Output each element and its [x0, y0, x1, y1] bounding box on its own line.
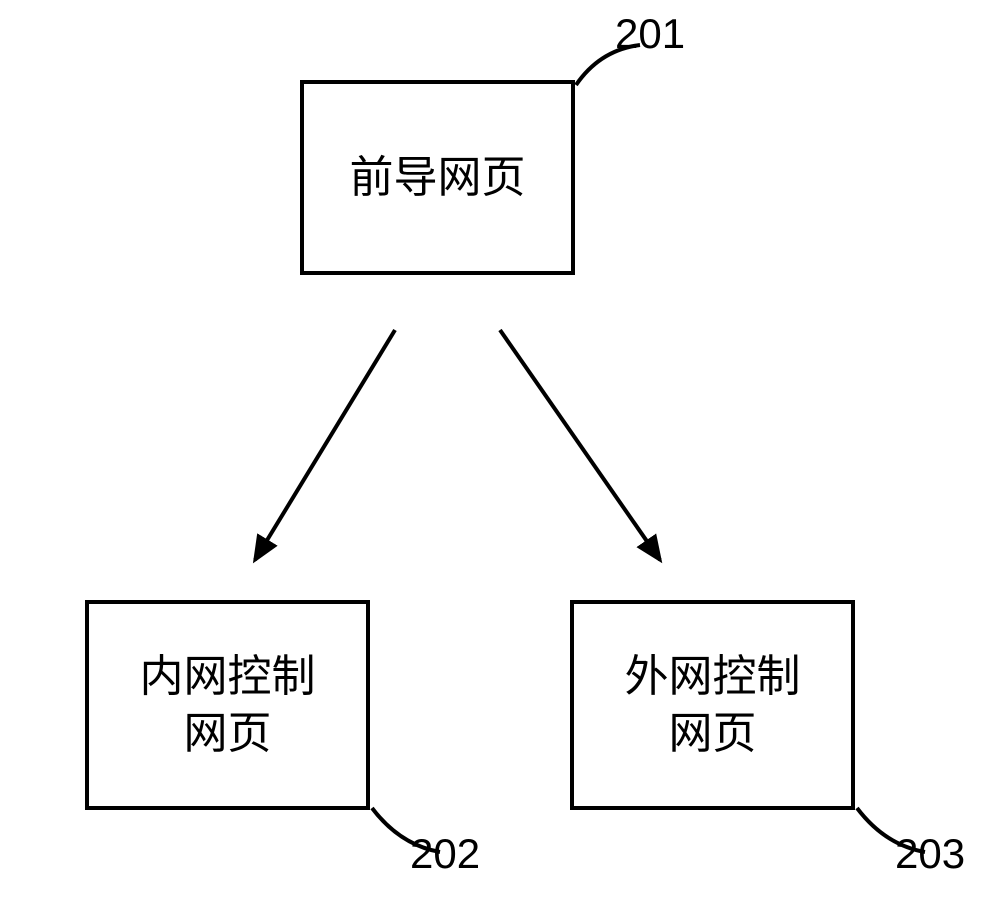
- node-top-label: 前导网页: [350, 149, 526, 206]
- node-right: 外网控制 网页: [570, 600, 855, 810]
- node-top: 前导网页: [300, 80, 575, 275]
- ref-label-203: 203: [895, 830, 965, 878]
- edge-top-left: [255, 330, 395, 560]
- edge-top-right: [500, 330, 660, 560]
- ref-label-201: 201: [615, 10, 685, 58]
- node-right-label: 外网控制 网页: [625, 648, 801, 762]
- ref-label-202: 202: [410, 830, 480, 878]
- node-left: 内网控制 网页: [85, 600, 370, 810]
- node-left-label: 内网控制 网页: [140, 648, 316, 762]
